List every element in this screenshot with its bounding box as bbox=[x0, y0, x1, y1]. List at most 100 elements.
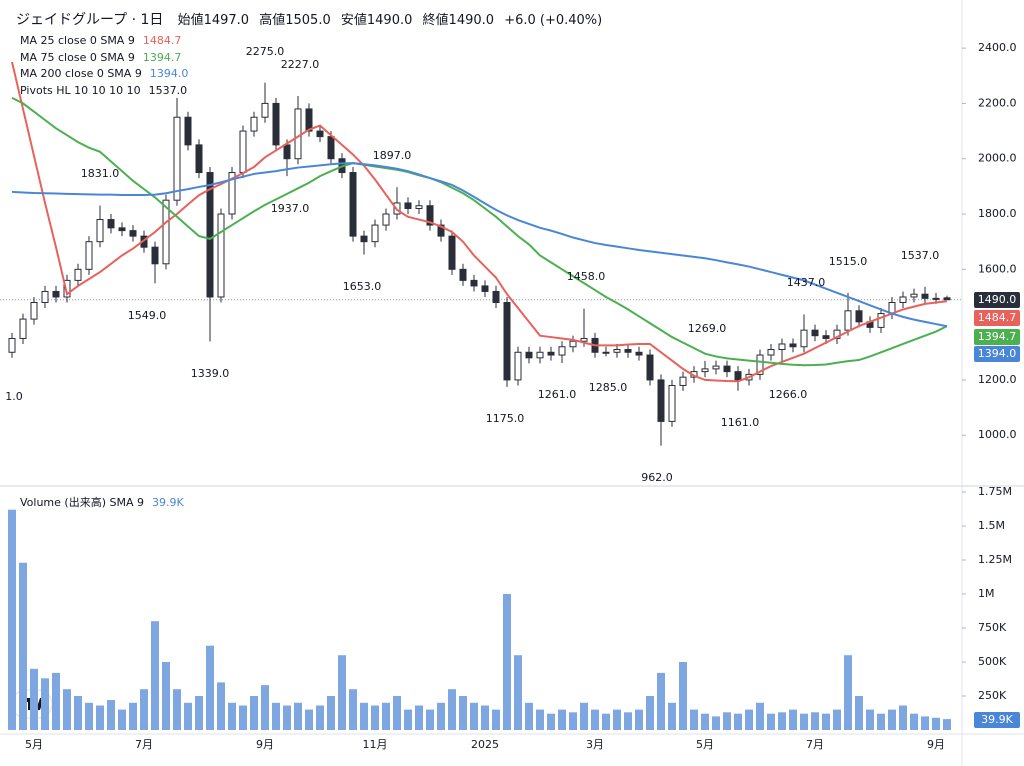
volume-bar bbox=[162, 662, 170, 730]
volume-bar bbox=[503, 594, 511, 730]
candle-body bbox=[558, 346, 566, 356]
header: ジェイドグループ · 1日 始値1497.0 高値1505.0 安値1490.0… bbox=[16, 9, 602, 29]
pivot-label: 1831.0 bbox=[81, 167, 120, 180]
volume-bar bbox=[52, 672, 60, 730]
quote-value: 1490.0 bbox=[448, 13, 495, 28]
quote-label: 終値 bbox=[422, 13, 449, 28]
legend-item[interactable]: MA 25 close 0 SMA 9 1484.7 bbox=[20, 34, 181, 47]
volume-bar bbox=[547, 713, 555, 730]
ma-line bbox=[11, 96, 948, 367]
candle-body bbox=[239, 130, 247, 174]
candle-body bbox=[63, 279, 71, 298]
legend-name: Pivots HL 10 10 10 10 bbox=[20, 84, 141, 97]
x-tick-label: 3月 bbox=[586, 738, 604, 751]
legend-name: MA 200 close 0 SMA 9 bbox=[20, 67, 142, 80]
volume-bar bbox=[261, 685, 269, 730]
pivot-label: 1937.0 bbox=[271, 202, 310, 215]
volume-bar bbox=[657, 672, 665, 730]
candle-body bbox=[712, 365, 720, 370]
volume-bar bbox=[19, 562, 27, 730]
candle-body bbox=[800, 329, 808, 348]
legend-item[interactable]: Pivots HL 10 10 10 10 1537.0 bbox=[20, 84, 187, 97]
volume-bar bbox=[921, 716, 929, 730]
volume-bar bbox=[228, 702, 236, 730]
legend-item[interactable]: Volume (出来高) SMA 9 39.9K bbox=[20, 494, 184, 510]
volume-bar bbox=[822, 713, 830, 730]
quote-value: 1490.0 bbox=[366, 13, 413, 28]
volume-bar bbox=[712, 716, 720, 730]
pivot-label: 1897.0 bbox=[373, 149, 412, 162]
x-tick-label: 9月 bbox=[256, 738, 274, 751]
volume-bar bbox=[371, 705, 379, 730]
volume-bar bbox=[338, 655, 346, 730]
volume-bar bbox=[459, 696, 467, 730]
candle-body bbox=[30, 302, 38, 320]
candle-body bbox=[569, 340, 577, 348]
candle-body bbox=[822, 335, 830, 339]
volume-bar bbox=[349, 689, 357, 730]
candle-body bbox=[833, 329, 841, 339]
x-tick-label: 2025 bbox=[471, 738, 499, 751]
candle-body bbox=[151, 246, 159, 265]
legend-value: 39.9K bbox=[151, 496, 184, 509]
candle-body bbox=[459, 268, 467, 281]
legend-item[interactable]: MA 75 close 0 SMA 9 1394.7 bbox=[20, 51, 181, 64]
candle-body bbox=[228, 172, 236, 215]
candle-body bbox=[195, 144, 203, 174]
candle-body bbox=[525, 351, 533, 359]
pivot-label: 1266.0 bbox=[769, 388, 808, 401]
candle-body bbox=[305, 108, 313, 132]
volume-bar bbox=[800, 713, 808, 730]
x-tick-label: 7月 bbox=[806, 738, 824, 751]
candle-body bbox=[877, 313, 885, 328]
quote: 始値1497.0 bbox=[178, 13, 250, 28]
volume-bar bbox=[635, 709, 643, 730]
candle-body bbox=[415, 205, 423, 209]
y-tick-label: 1600.0 bbox=[978, 262, 1017, 275]
quote: 高値1505.0 bbox=[259, 13, 331, 28]
volume-bar bbox=[789, 709, 797, 730]
candle-body bbox=[41, 290, 49, 304]
pivot-label: 962.0 bbox=[641, 471, 673, 484]
legend-name: Volume (出来高) SMA 9 bbox=[20, 496, 144, 509]
price-tag: 1394.0 bbox=[974, 346, 1020, 362]
y-tick-label: 250K bbox=[978, 689, 1007, 702]
x-tick-label: 7月 bbox=[135, 738, 153, 751]
volume-bar bbox=[129, 702, 137, 730]
legend-item[interactable]: MA 200 close 0 SMA 9 1394.0 bbox=[20, 67, 188, 80]
candle-body bbox=[173, 116, 181, 201]
volume-bar bbox=[558, 709, 566, 730]
volume-bar bbox=[624, 712, 632, 730]
volume-bar bbox=[734, 713, 742, 730]
volume-bar bbox=[294, 702, 302, 730]
volume-bar bbox=[888, 709, 896, 730]
y-tick-label: 1800.0 bbox=[978, 207, 1017, 220]
quote: 安値1490.0 bbox=[341, 13, 413, 28]
candle-body bbox=[162, 199, 170, 265]
pivot-label: 1161.0 bbox=[721, 416, 760, 429]
pivot-label: 1653.0 bbox=[343, 280, 382, 293]
volume-bar bbox=[833, 709, 841, 730]
candle-body bbox=[613, 349, 621, 353]
candle-body bbox=[184, 116, 192, 146]
volume-bar bbox=[250, 696, 258, 730]
volume-bar bbox=[118, 709, 126, 730]
pivot-label: 1175.0 bbox=[486, 412, 525, 425]
volume-bar bbox=[591, 709, 599, 730]
candle-body bbox=[96, 219, 104, 243]
candle-body bbox=[756, 354, 764, 375]
volume-bar bbox=[481, 705, 489, 730]
pivot-label: 1339.0 bbox=[191, 367, 230, 380]
volume-bar bbox=[85, 702, 93, 730]
candle-body bbox=[492, 290, 500, 304]
candle-body bbox=[767, 349, 775, 356]
candle-body bbox=[679, 376, 687, 386]
volume-bar bbox=[943, 719, 951, 730]
y-tick-label: 500K bbox=[978, 655, 1007, 668]
candle-body bbox=[250, 116, 258, 132]
volume-bar bbox=[404, 709, 412, 730]
symbol-title: ジェイドグループ · 1日 bbox=[16, 12, 164, 28]
volume-bar bbox=[679, 662, 687, 730]
